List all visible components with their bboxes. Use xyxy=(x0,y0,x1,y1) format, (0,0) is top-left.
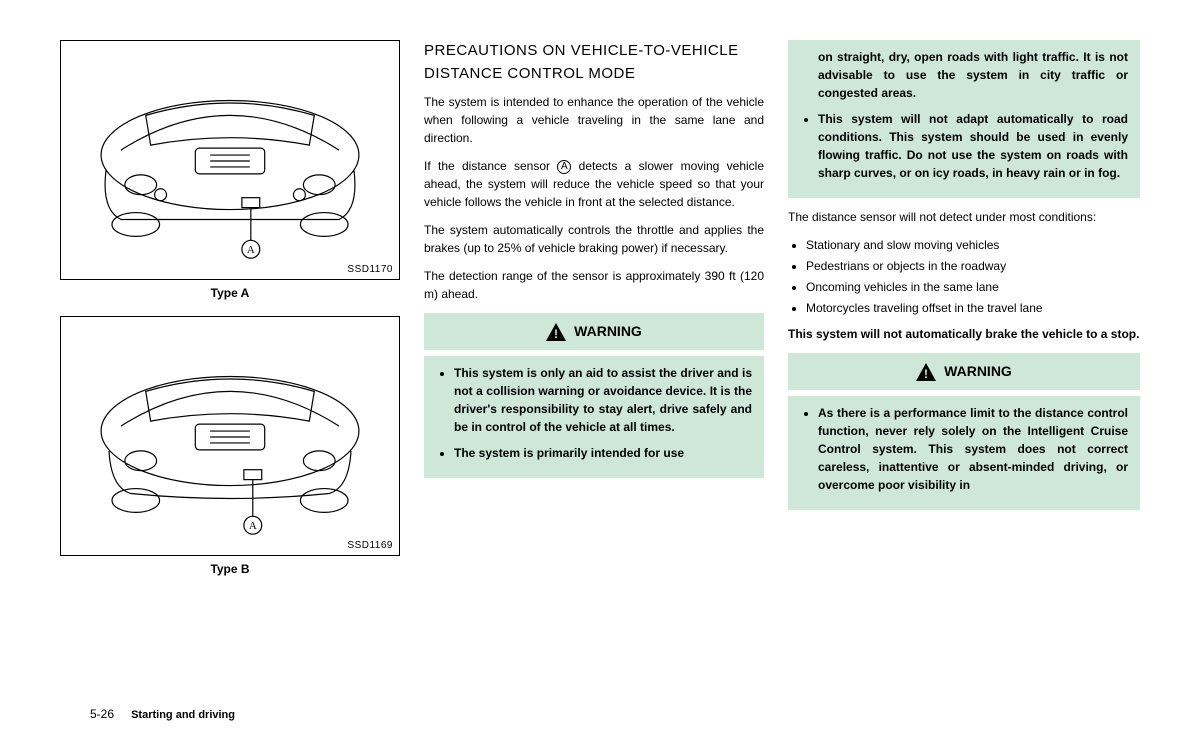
para-4: The detection range of the sensor is app… xyxy=(424,267,764,303)
car-illustration-b: A xyxy=(61,317,399,555)
svg-text:A: A xyxy=(247,244,255,256)
warning-1-cont-item: This system will not adapt automatically… xyxy=(818,110,1128,182)
callout-a-inline: A xyxy=(557,160,571,174)
warning-1-cont-lead: on straight, dry, open roads with light … xyxy=(800,48,1128,102)
chapter-name: Starting and driving xyxy=(131,709,235,721)
warning-icon: ! xyxy=(916,363,936,381)
warning-2-body: As there is a performance limit to the d… xyxy=(788,396,1140,510)
para-3: The system automatically controls the th… xyxy=(424,221,764,257)
warning-icon: ! xyxy=(546,323,566,341)
figure-type-a: A SSD1170 xyxy=(60,40,400,280)
detect-item: Pedestrians or objects in the roadway xyxy=(806,257,1140,275)
detect-note: This system will not automatically brake… xyxy=(788,325,1140,343)
detect-item: Oncoming vehicles in the same lane xyxy=(806,278,1140,296)
detect-intro: The distance sensor will not detect unde… xyxy=(788,208,1140,226)
warning-2-item: As there is a performance limit to the d… xyxy=(818,404,1128,494)
page-number: 5-26 xyxy=(90,707,114,721)
warning-1-item: The system is primarily intended for use xyxy=(454,444,752,462)
figure-code-b: SSD1169 xyxy=(347,538,393,553)
svg-text:!: ! xyxy=(924,367,928,381)
right-column: on straight, dry, open roads with light … xyxy=(788,40,1140,592)
warning-1-header: ! WARNING xyxy=(424,313,764,350)
svg-text:A: A xyxy=(249,520,257,532)
section-title: PRECAUTIONS ON VEHICLE-TO-VEHICLE DISTAN… xyxy=(424,40,764,85)
page-content: A SSD1170 Type A xyxy=(60,40,1140,592)
detect-list: Stationary and slow moving vehicles Pede… xyxy=(788,236,1140,317)
para-1: The system is intended to enhance the op… xyxy=(424,93,764,147)
warning-2-label: WARNING xyxy=(944,361,1012,382)
svg-text:!: ! xyxy=(554,327,558,341)
warning-1-label: WARNING xyxy=(574,321,642,342)
middle-column: PRECAUTIONS ON VEHICLE-TO-VEHICLE DISTAN… xyxy=(424,40,764,592)
figure-caption-a: Type A xyxy=(60,284,400,302)
para-2: If the distance sensor A detects a slowe… xyxy=(424,157,764,211)
car-illustration-a: A xyxy=(61,41,399,279)
detect-item: Motorcycles traveling offset in the trav… xyxy=(806,299,1140,317)
warning-1-item: This system is only an aid to assist the… xyxy=(454,364,752,436)
warning-1-body: This system is only an aid to assist the… xyxy=(424,356,764,478)
page-footer: 5-26 Starting and driving xyxy=(90,705,235,724)
detect-item: Stationary and slow moving vehicles xyxy=(806,236,1140,254)
figure-caption-b: Type B xyxy=(60,560,400,578)
figure-code-a: SSD1170 xyxy=(347,262,393,277)
figures-column: A SSD1170 Type A xyxy=(60,40,400,592)
warning-2-header: ! WARNING xyxy=(788,353,1140,390)
figure-type-b: A SSD1169 xyxy=(60,316,400,556)
para-2-lead: If the distance sensor xyxy=(424,159,557,173)
warning-1-cont: on straight, dry, open roads with light … xyxy=(788,40,1140,198)
